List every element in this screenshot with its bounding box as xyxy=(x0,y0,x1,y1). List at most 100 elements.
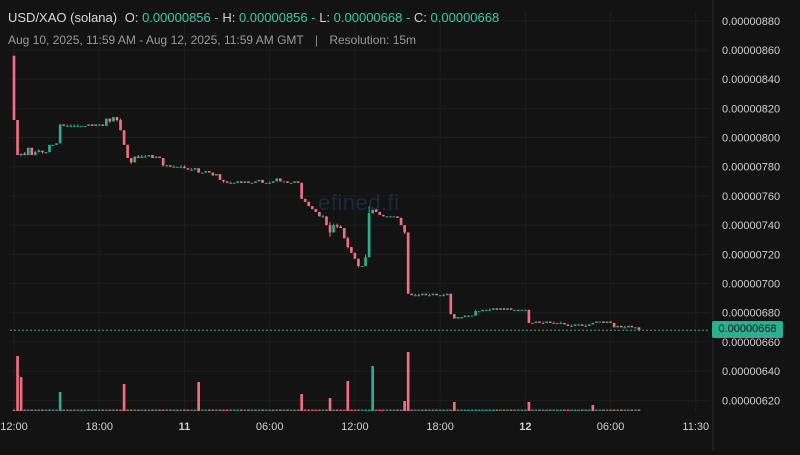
volume-bar xyxy=(350,409,353,411)
candle-up xyxy=(456,317,460,319)
candle-down xyxy=(211,172,215,176)
volume-bar xyxy=(559,409,563,411)
volume-bar xyxy=(381,409,385,411)
volume-bar xyxy=(534,409,538,411)
candle-up xyxy=(33,152,37,156)
volume-bar xyxy=(154,409,158,411)
candle-up xyxy=(587,324,591,326)
candle-down xyxy=(307,201,311,207)
candle-up xyxy=(293,181,296,183)
volume-bar xyxy=(115,409,119,411)
candle-down xyxy=(452,314,456,319)
volume-bar xyxy=(83,409,87,411)
volume-bar xyxy=(577,409,580,411)
candle-up xyxy=(577,324,580,326)
candle-down xyxy=(186,168,190,170)
volume-bar xyxy=(307,409,311,411)
volume-bar xyxy=(552,409,556,411)
candle-down xyxy=(435,293,438,296)
candle-down xyxy=(403,225,406,233)
candle-down xyxy=(602,321,605,323)
candle-down xyxy=(197,168,200,173)
volume-bar xyxy=(129,409,133,411)
volume-bar xyxy=(112,409,115,411)
candle-up xyxy=(438,295,442,297)
candle-up xyxy=(470,315,474,317)
candle-up xyxy=(559,322,563,324)
candle-up xyxy=(55,143,58,145)
volume-bar xyxy=(73,409,76,411)
candle-down xyxy=(350,247,353,253)
volume-bar xyxy=(495,409,499,411)
volume-bar xyxy=(176,409,179,411)
candle-down xyxy=(342,228,346,239)
candle-up xyxy=(144,156,147,158)
candle-up xyxy=(112,117,115,122)
volume-bar xyxy=(513,409,517,411)
high-label: H: xyxy=(222,10,236,25)
candle-up xyxy=(332,225,335,233)
candle-up xyxy=(552,322,556,324)
candle-down xyxy=(346,238,350,248)
candle-down xyxy=(353,252,357,259)
volume-bar xyxy=(165,409,169,411)
volume-bar xyxy=(222,409,225,411)
candle-up xyxy=(179,166,183,168)
volume-bar xyxy=(605,409,609,411)
volume-bar xyxy=(23,409,26,411)
candle-down xyxy=(168,165,172,167)
candle-down xyxy=(538,321,541,323)
volume-bar xyxy=(243,409,247,411)
candle-up xyxy=(232,182,236,184)
volume-bar xyxy=(254,409,257,411)
candle-up xyxy=(69,125,73,127)
candle-up xyxy=(460,317,463,319)
candle-down xyxy=(424,293,428,296)
volume-bar xyxy=(584,409,588,411)
volume-bar xyxy=(257,409,261,411)
volume-bar xyxy=(44,409,48,411)
candle-down xyxy=(580,324,584,326)
volume-bar xyxy=(563,409,566,411)
volume-bar xyxy=(609,409,612,411)
y-tick-label: 0.00000640 xyxy=(722,366,780,378)
candle-down xyxy=(136,156,140,158)
candle-down xyxy=(630,325,634,328)
x-tick-label: 12:00 xyxy=(341,421,369,433)
volume-bar xyxy=(634,409,637,411)
y-tick-label: 0.00000820 xyxy=(722,103,780,115)
candle-down xyxy=(23,153,26,156)
candle-down xyxy=(314,209,318,212)
candle-up xyxy=(236,181,240,183)
candle-down xyxy=(151,155,154,158)
y-tick-label: 0.00000880 xyxy=(722,16,780,28)
candle-down xyxy=(30,147,34,156)
candle-down xyxy=(318,212,321,217)
candle-up xyxy=(154,156,158,158)
volume-bar xyxy=(133,409,137,411)
volume-bar xyxy=(492,409,495,411)
volume-bar xyxy=(339,409,343,411)
candle-up xyxy=(254,181,257,183)
volume-bar xyxy=(321,409,325,411)
candle-up xyxy=(389,216,392,218)
volume-bar xyxy=(151,409,154,411)
volume-bar xyxy=(12,409,16,411)
volume-bar xyxy=(360,409,364,411)
volume-bar xyxy=(325,409,328,411)
x-tick-label: 11 xyxy=(179,421,191,433)
y-tick-label: 0.00000680 xyxy=(722,308,780,320)
volume-bar xyxy=(87,409,90,411)
volume-bar xyxy=(172,409,176,411)
volume-bar xyxy=(367,409,371,411)
volume-bar xyxy=(619,409,623,411)
candle-up xyxy=(97,124,101,126)
candle-up xyxy=(257,179,261,182)
volume-bar xyxy=(16,356,19,411)
volume-bar xyxy=(161,409,165,411)
y-tick-label: 0.00000860 xyxy=(722,45,780,57)
candle-down xyxy=(101,124,105,126)
volume-bar xyxy=(424,409,428,411)
